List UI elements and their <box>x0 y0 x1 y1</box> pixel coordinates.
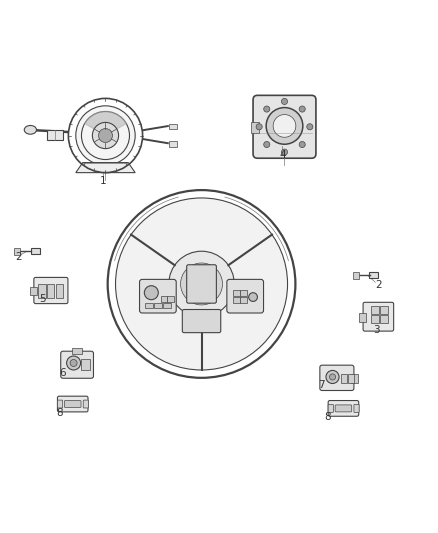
FancyBboxPatch shape <box>227 279 264 313</box>
Circle shape <box>180 263 223 305</box>
Circle shape <box>145 286 158 300</box>
FancyBboxPatch shape <box>182 310 221 333</box>
Circle shape <box>92 123 119 149</box>
FancyBboxPatch shape <box>328 405 333 413</box>
Circle shape <box>307 124 313 130</box>
Polygon shape <box>85 111 126 135</box>
FancyBboxPatch shape <box>56 284 63 298</box>
Text: 3: 3 <box>373 325 379 335</box>
FancyBboxPatch shape <box>46 130 63 140</box>
FancyBboxPatch shape <box>161 296 167 302</box>
FancyBboxPatch shape <box>140 279 176 313</box>
Text: 5: 5 <box>39 294 46 304</box>
FancyBboxPatch shape <box>169 141 177 147</box>
Circle shape <box>266 108 303 144</box>
FancyBboxPatch shape <box>359 313 366 321</box>
Circle shape <box>67 356 81 370</box>
Circle shape <box>299 141 305 148</box>
FancyBboxPatch shape <box>380 316 388 323</box>
FancyBboxPatch shape <box>61 351 93 378</box>
FancyBboxPatch shape <box>83 400 88 408</box>
FancyBboxPatch shape <box>353 272 359 279</box>
FancyBboxPatch shape <box>240 289 247 296</box>
FancyBboxPatch shape <box>354 405 359 413</box>
FancyBboxPatch shape <box>328 400 359 416</box>
Circle shape <box>282 99 288 104</box>
Circle shape <box>116 198 288 370</box>
FancyBboxPatch shape <box>341 374 347 383</box>
FancyBboxPatch shape <box>187 265 216 303</box>
FancyBboxPatch shape <box>371 306 379 313</box>
Circle shape <box>256 124 262 130</box>
FancyBboxPatch shape <box>233 289 240 296</box>
Circle shape <box>329 374 336 380</box>
FancyBboxPatch shape <box>233 297 240 303</box>
FancyBboxPatch shape <box>335 405 352 412</box>
FancyBboxPatch shape <box>31 248 39 254</box>
FancyBboxPatch shape <box>14 248 20 255</box>
FancyBboxPatch shape <box>167 296 173 302</box>
Circle shape <box>70 359 77 367</box>
FancyBboxPatch shape <box>154 303 162 308</box>
Text: 4: 4 <box>279 150 286 160</box>
Circle shape <box>326 370 339 384</box>
Text: 6: 6 <box>60 368 66 378</box>
Ellipse shape <box>24 125 36 134</box>
FancyBboxPatch shape <box>363 302 394 331</box>
Circle shape <box>169 251 234 317</box>
FancyBboxPatch shape <box>162 303 170 308</box>
FancyBboxPatch shape <box>369 272 378 278</box>
FancyBboxPatch shape <box>38 284 46 298</box>
Circle shape <box>264 106 270 112</box>
FancyBboxPatch shape <box>348 374 354 383</box>
Text: 8: 8 <box>324 412 331 422</box>
FancyBboxPatch shape <box>145 303 153 308</box>
Text: 2: 2 <box>375 280 381 290</box>
FancyBboxPatch shape <box>57 400 63 408</box>
Circle shape <box>99 128 113 142</box>
Circle shape <box>76 106 135 165</box>
FancyBboxPatch shape <box>371 316 379 323</box>
FancyBboxPatch shape <box>34 277 68 304</box>
FancyBboxPatch shape <box>320 365 354 391</box>
Polygon shape <box>76 163 135 173</box>
FancyBboxPatch shape <box>240 297 247 303</box>
Text: 8: 8 <box>57 408 63 418</box>
FancyBboxPatch shape <box>351 374 358 383</box>
Text: 7: 7 <box>318 380 325 390</box>
FancyBboxPatch shape <box>251 122 259 133</box>
Circle shape <box>299 106 305 112</box>
Circle shape <box>264 141 270 148</box>
FancyBboxPatch shape <box>81 359 90 370</box>
Circle shape <box>273 115 296 138</box>
FancyBboxPatch shape <box>64 400 81 408</box>
Circle shape <box>282 149 288 155</box>
FancyBboxPatch shape <box>47 284 54 298</box>
FancyBboxPatch shape <box>380 306 388 313</box>
FancyBboxPatch shape <box>169 124 177 130</box>
FancyBboxPatch shape <box>72 348 82 354</box>
Text: 1: 1 <box>100 176 106 187</box>
FancyBboxPatch shape <box>253 95 316 158</box>
FancyBboxPatch shape <box>57 396 88 412</box>
Circle shape <box>249 293 258 302</box>
FancyBboxPatch shape <box>30 287 37 295</box>
Text: 2: 2 <box>16 252 22 262</box>
